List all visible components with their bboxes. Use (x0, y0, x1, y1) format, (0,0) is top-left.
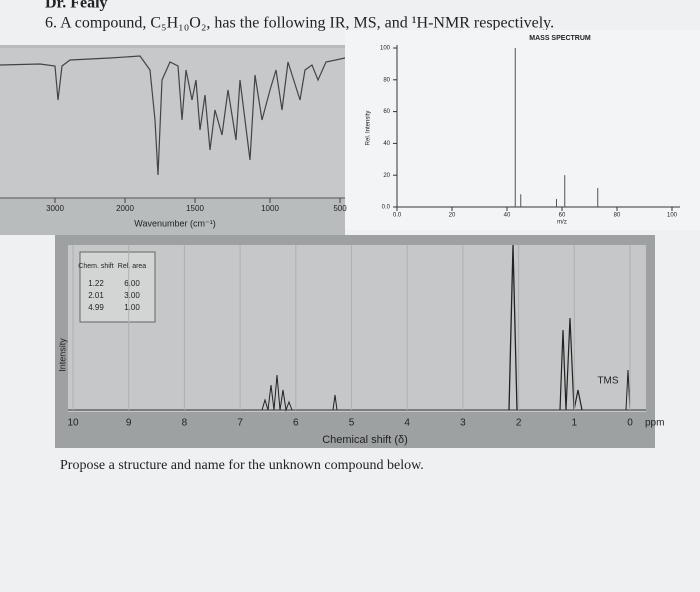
ms-x-tick-label: 0.0 (393, 213, 402, 219)
ms-y-tick-label: 40 (383, 141, 390, 147)
ms-x-label: m/z (557, 220, 567, 226)
ir-plot (0, 48, 345, 198)
ms-title: MASS SPECTRUM (529, 35, 591, 42)
table-header: Rel. area (118, 263, 147, 270)
ir-tick-label: 500 (333, 204, 347, 213)
tms-label: TMS (597, 376, 618, 387)
ir-tick-label: 1000 (261, 204, 279, 213)
instructor: Dr. Fealy (45, 0, 108, 12)
table-cell: 4.99 (88, 303, 104, 312)
nmr-tick-label: 6 (293, 418, 299, 429)
nmr-unit: ppm (645, 418, 664, 429)
ms-x-tick-label: 100 (667, 213, 678, 219)
nmr-table (79, 251, 156, 323)
nmr-peak (559, 317, 583, 411)
ms-x-tick-label: 60 (559, 213, 566, 219)
ms-y-tick-label: 100 (380, 46, 391, 52)
ms-y-tick-label: 60 (383, 109, 390, 115)
nmr-y-label: Intensity (57, 338, 67, 372)
nmr-tick-label: 0 (627, 418, 633, 429)
nmr-peak (332, 394, 338, 411)
nmr-tick-label: 8 (182, 418, 188, 429)
ir-tick-label: 1500 (186, 204, 204, 213)
ms-y-label: Rel. Intensity (366, 111, 372, 146)
prompt: Propose a structure and name for the unk… (60, 458, 424, 473)
table-cell: 6.00 (124, 279, 140, 288)
nmr-tick-label: 9 (126, 418, 132, 429)
table-cell: 1.22 (88, 279, 104, 288)
ms-y-tick-label: 80 (383, 77, 390, 83)
table-header: Chem. shift (78, 263, 113, 270)
ms-x-tick-label: 20 (449, 213, 456, 219)
ms-x-tick-label: 40 (504, 213, 511, 219)
nmr-tick-label: 3 (460, 418, 466, 429)
nmr-peak (625, 369, 631, 411)
ms-y-tick-label: 0.0 (382, 205, 391, 211)
nmr-peak (508, 244, 518, 411)
table-cell: 3.00 (124, 291, 140, 300)
ir-trace (0, 55, 346, 176)
nmr-tick-label: 10 (67, 418, 79, 429)
ir-x-label: Wavenumber (cm⁻¹) (134, 218, 215, 228)
nmr-tick-label: 4 (404, 418, 410, 429)
ir-tick-label: 3000 (46, 204, 64, 213)
ms-x-tick-label: 80 (614, 213, 621, 219)
ms-panel (345, 30, 700, 230)
table-cell: 2.01 (88, 291, 104, 300)
nmr-tick-label: 7 (237, 418, 243, 429)
ms-y-tick-label: 20 (383, 173, 390, 179)
question: 6. A compound, C₅H₁₀O₂, has the followin… (45, 15, 554, 32)
nmr-tick-label: 5 (349, 418, 355, 429)
nmr-peak (261, 374, 293, 412)
nmr-tick-label: 1 (572, 418, 578, 429)
table-cell: 1.00 (124, 303, 140, 312)
nmr-plot (68, 245, 646, 412)
nmr-tick-label: 2 (516, 418, 522, 429)
ir-tick-label: 2000 (116, 204, 134, 213)
nmr-x-label: Chemical shift (δ) (322, 434, 408, 446)
